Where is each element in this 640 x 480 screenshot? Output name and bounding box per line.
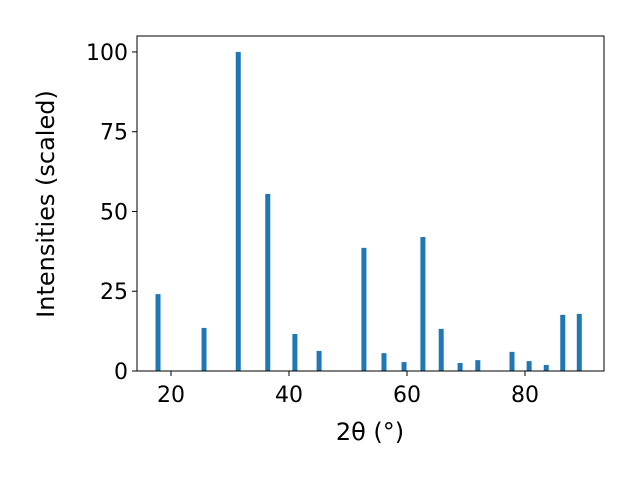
plot-frame (136, 35, 605, 372)
bar (420, 237, 426, 371)
bar (316, 350, 322, 371)
bar (509, 351, 515, 371)
y-tick-label: 75 (100, 121, 128, 146)
bar (475, 360, 481, 371)
bar (526, 361, 532, 371)
bar (560, 314, 566, 371)
bar (265, 193, 271, 371)
y-tick-label: 100 (86, 41, 128, 66)
x-tick-label: 80 (511, 383, 539, 408)
x-tick-label: 60 (393, 383, 421, 408)
bar (401, 362, 407, 371)
y-tick-label: 50 (100, 200, 128, 225)
bar (201, 327, 207, 371)
bar (576, 313, 582, 371)
bar (235, 51, 241, 371)
x-tick-label: 40 (275, 383, 303, 408)
bar (381, 353, 387, 371)
x-axis-label: 2θ (°) (336, 418, 404, 446)
bar (155, 294, 161, 371)
bar (292, 333, 298, 371)
y-axis-label: Intensities (scaled) (32, 90, 60, 318)
bar (438, 328, 444, 371)
x-tick-label: 20 (157, 383, 185, 408)
bar (457, 363, 463, 371)
bar (543, 364, 549, 371)
bar (361, 247, 367, 371)
y-tick-label: 25 (100, 280, 128, 305)
y-tick-label: 0 (114, 360, 128, 385)
